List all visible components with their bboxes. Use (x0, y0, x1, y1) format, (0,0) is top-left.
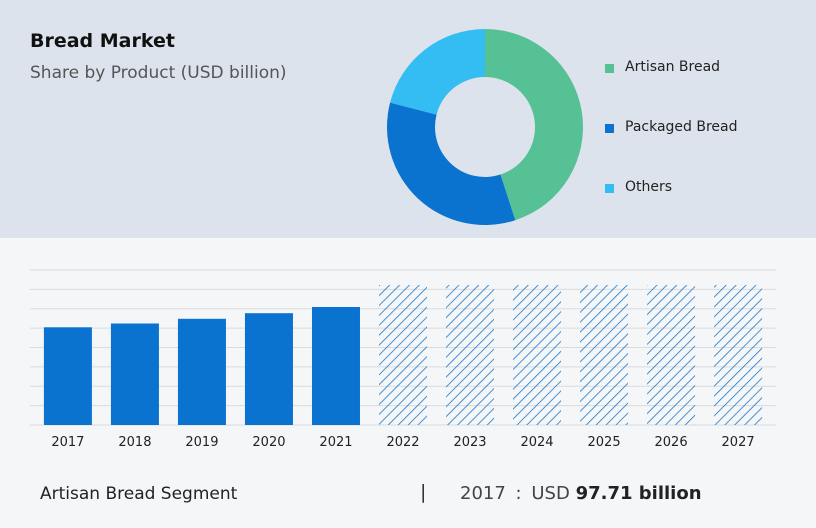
x-tick-label: 2019 (185, 435, 218, 450)
legend-swatch-artisan-bread (605, 64, 614, 73)
forecast-bar-2027 (714, 285, 763, 425)
donut-slice-others (390, 29, 485, 115)
x-tick-label: 2027 (722, 435, 755, 450)
forecast-bar-2025 (580, 285, 629, 425)
donut-slice-artisan-bread (485, 29, 583, 221)
forecast-bar-2023 (446, 285, 495, 425)
forecast-bar-2026 (647, 285, 696, 425)
bar-2021 (311, 307, 360, 425)
donut-chart (387, 29, 583, 225)
segment-currency: USD (531, 483, 570, 504)
segment-label: Artisan Bread Segment (40, 484, 238, 504)
donut-slice-packaged-bread (387, 102, 516, 225)
x-tick-label: 2026 (655, 435, 688, 450)
x-tick-label: 2025 (588, 435, 621, 450)
x-tick-label: 2024 (520, 435, 553, 450)
legend-label: Packaged Bread (625, 119, 738, 135)
legend-swatch-others (605, 184, 614, 193)
bar-chart: 2017 2018 2019 2020 2021 2022 2023 2024 2025 2026… (30, 269, 776, 450)
segment-value: 2017 : USD 97.71 billion (460, 483, 702, 504)
x-tick-label: 2018 (118, 435, 151, 450)
bar-2018 (110, 323, 159, 425)
bar-2017 (43, 327, 92, 425)
x-tick-label: 2020 (252, 435, 285, 450)
segment-separator: : (515, 483, 522, 504)
forecast-bar-2022 (379, 285, 427, 425)
bar-2019 (177, 318, 226, 425)
segment-amount: 97.71 billion (575, 483, 702, 504)
segment-year: 2017 (460, 483, 506, 504)
legend-swatch-packaged-bread (605, 124, 614, 133)
chart-title: Bread Market (30, 30, 175, 52)
chart-subtitle: Share by Product (USD billion) (30, 63, 287, 83)
x-tick-label: 2023 (453, 435, 486, 450)
footer-divider: | (420, 481, 427, 503)
x-tick-label: 2022 (386, 435, 419, 450)
legend-label: Others (625, 179, 673, 195)
x-tick-label: 2021 (319, 435, 352, 450)
legend-label: Artisan Bread (625, 59, 721, 75)
x-tick-label: 2017 (51, 435, 84, 450)
bar-2020 (244, 313, 293, 425)
forecast-bar-2024 (513, 285, 562, 425)
